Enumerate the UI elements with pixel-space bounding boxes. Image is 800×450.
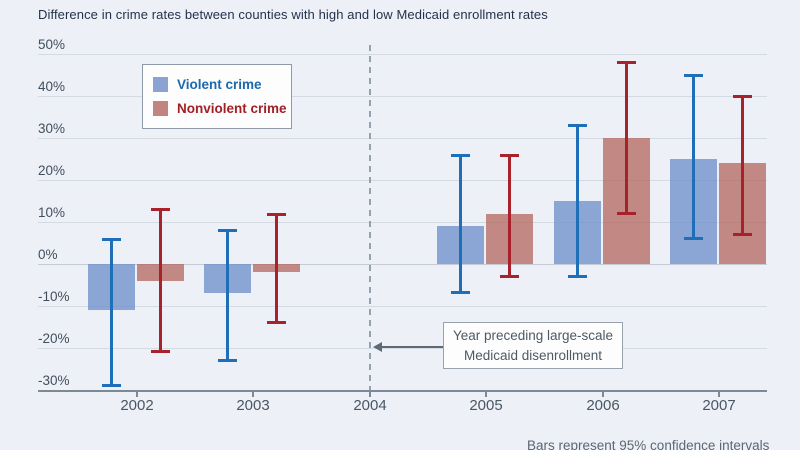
- ci-cap-bottom-violent-crime-2003: [218, 358, 237, 362]
- x-tick-2006: [602, 392, 604, 397]
- confidence-interval-caption: Bars represent 95% confidence intervals: [527, 438, 770, 450]
- y-tick-label--10: -10%: [38, 289, 70, 304]
- x-tick-label-2007: 2007: [702, 397, 736, 414]
- ci-cap-top-nonviolent-crime-2005: [500, 153, 519, 157]
- y-tick-label-30: 30%: [38, 121, 66, 136]
- gridline-40: [38, 96, 767, 97]
- ci-cap-bottom-violent-crime-2007: [684, 236, 703, 240]
- nonviolent-crime-swatch-icon: [153, 101, 168, 117]
- x-tick-label-2006: 2006: [586, 397, 620, 414]
- gridline-20: [38, 180, 767, 181]
- reference-year-dashed-line: [369, 45, 371, 390]
- ci-cap-top-nonviolent-crime-2006: [617, 61, 636, 65]
- ci-line-violent-crime-2002: [110, 238, 113, 386]
- ci-line-nonviolent-crime-2005: [508, 154, 511, 277]
- ci-cap-bottom-nonviolent-crime-2006: [617, 211, 636, 215]
- x-tick-2007: [718, 392, 720, 397]
- y-tick-label-20: 20%: [38, 163, 66, 178]
- ci-cap-bottom-nonviolent-crime-2005: [500, 274, 519, 278]
- ci-cap-top-violent-crime-2006: [568, 124, 587, 128]
- y-tick-label--30: -30%: [38, 373, 70, 388]
- x-axis-line: [38, 390, 767, 392]
- chart-title: Difference in crime rates between counti…: [38, 7, 548, 22]
- gridline--20: [38, 348, 767, 349]
- annotation-arrow-icon: [373, 342, 382, 352]
- ci-cap-top-nonviolent-crime-2003: [267, 212, 286, 216]
- violent-crime-swatch-icon: [153, 76, 168, 92]
- y-tick-label-50: 50%: [38, 37, 66, 52]
- ci-line-nonviolent-crime-2007: [741, 96, 744, 235]
- ci-cap-top-violent-crime-2005: [451, 153, 470, 157]
- ci-cap-top-nonviolent-crime-2007: [733, 95, 752, 98]
- x-tick-label-2004: 2004: [353, 397, 387, 414]
- ci-cap-top-violent-crime-2003: [218, 229, 237, 233]
- annotation-box: Year preceding large-scale Medicaid dise…: [443, 322, 623, 369]
- ci-line-nonviolent-crime-2002: [159, 209, 162, 353]
- ci-line-violent-crime-2006: [576, 125, 579, 277]
- ci-cap-bottom-nonviolent-crime-2002: [151, 350, 170, 354]
- x-tick-label-2002: 2002: [120, 397, 154, 414]
- ci-line-violent-crime-2007: [692, 75, 695, 239]
- annotation-line2: Medicaid disenrollment: [463, 347, 603, 363]
- gridline-0: [38, 264, 767, 265]
- ci-line-nonviolent-crime-2006: [625, 62, 628, 214]
- x-tick-label-2003: 2003: [236, 397, 270, 414]
- legend-label-nonviolent-crime: Nonviolent crime: [177, 101, 287, 117]
- x-tick-label-2005: 2005: [469, 397, 503, 414]
- y-tick-label-40: 40%: [38, 79, 66, 94]
- ci-cap-top-violent-crime-2002: [102, 237, 121, 241]
- gridline-50: [38, 54, 767, 55]
- ci-cap-top-nonviolent-crime-2002: [151, 208, 170, 212]
- chart-legend: Violent crime Nonviolent crime: [142, 64, 292, 129]
- legend-label-violent-crime: Violent crime: [177, 76, 262, 92]
- ci-cap-bottom-nonviolent-crime-2007: [733, 232, 752, 236]
- annotation-line1: Year preceding large-scale: [452, 327, 614, 343]
- gridline--10: [38, 306, 767, 307]
- ci-cap-bottom-violent-crime-2006: [568, 274, 587, 278]
- ci-cap-bottom-nonviolent-crime-2003: [267, 320, 286, 324]
- gridline-30: [38, 138, 767, 139]
- x-tick-2002: [136, 392, 138, 397]
- ci-cap-top-violent-crime-2007: [684, 74, 703, 77]
- ci-line-violent-crime-2003: [226, 230, 229, 361]
- y-tick-label-10: 10%: [38, 205, 66, 220]
- legend-item-nonviolent-crime: Nonviolent crime: [143, 101, 291, 117]
- y-tick-label-0: 0%: [38, 247, 58, 262]
- gridline-10: [38, 222, 767, 223]
- x-tick-2005: [485, 392, 487, 397]
- ci-line-nonviolent-crime-2003: [275, 213, 278, 323]
- x-tick-2003: [252, 392, 254, 397]
- annotation-arrow-line: [381, 346, 443, 348]
- ci-cap-bottom-violent-crime-2002: [102, 383, 121, 387]
- y-tick-label--20: -20%: [38, 331, 70, 346]
- ci-cap-bottom-violent-crime-2005: [451, 291, 470, 295]
- legend-item-violent-crime: Violent crime: [143, 76, 291, 92]
- x-tick-2004: [369, 392, 371, 397]
- ci-line-violent-crime-2005: [459, 154, 462, 294]
